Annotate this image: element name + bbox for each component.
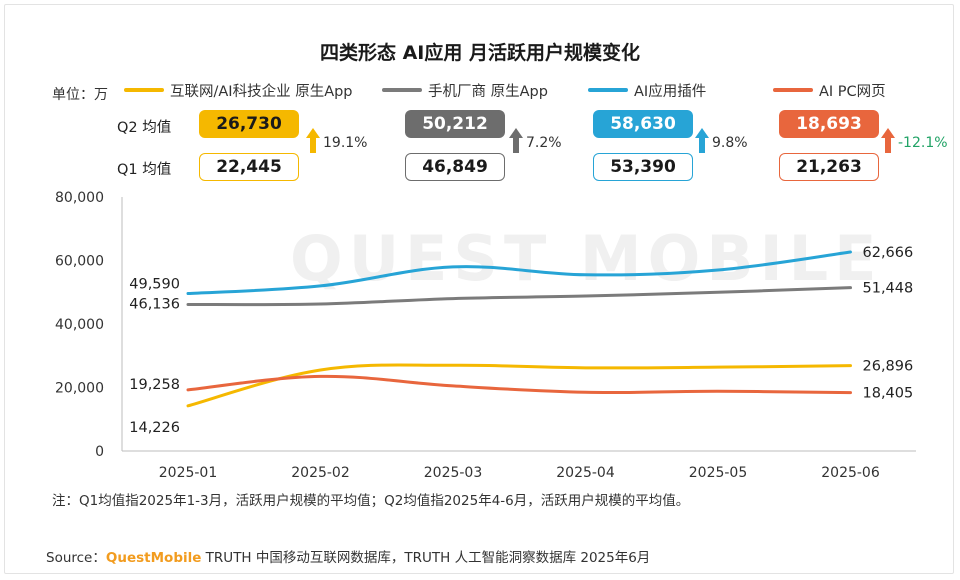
y-tick-label: 60,000: [55, 254, 104, 270]
q1-box-pc-web: 21,263: [779, 153, 879, 181]
row-label-q1: Q1 均值: [117, 162, 172, 178]
change-pc-web: -12.1%: [898, 135, 948, 151]
x-tick-label: 2025-01: [159, 465, 218, 481]
legend-item-pc-web: AI PC网页: [773, 80, 886, 100]
series-start-label: 19,258: [129, 377, 180, 393]
q2-box-pc-web: 18,693: [779, 110, 879, 138]
legend-item-plugin: AI应用插件: [588, 80, 706, 100]
up-arrow-icon: [306, 128, 320, 153]
series-line: [186, 286, 852, 307]
watermark: QUEST MOBILE: [290, 222, 883, 295]
series-end-label: 51,448: [863, 281, 914, 297]
legend-label: 手机厂商 原生App: [428, 83, 548, 100]
series-end-label: 62,666: [863, 245, 914, 261]
x-tick-label: 2025-04: [556, 465, 615, 481]
series-line: [186, 363, 852, 408]
footnote: 注：Q1均值指2025年1-3月，活跃用户规模的平均值；Q2均值指2025年4-…: [52, 493, 690, 509]
series-start-label: 46,136: [129, 297, 180, 313]
series-start-label: 14,226: [129, 420, 180, 436]
up-arrow-icon: [881, 128, 895, 153]
legend-swatch-red: [773, 88, 813, 92]
y-tick-label: 0: [95, 444, 104, 460]
legend-swatch-gray: [382, 88, 422, 92]
y-tick-label: 40,000: [55, 317, 104, 333]
legend-label: 互联网/AI科技企业 原生App: [170, 83, 353, 100]
legend-swatch-yellow: [124, 88, 164, 92]
change-plugin: 9.8%: [712, 135, 748, 151]
series-start-label: 49,590: [129, 277, 180, 293]
series-line: [186, 374, 852, 395]
x-tick-label: 2025-02: [291, 465, 350, 481]
x-tick-label: 2025-03: [424, 465, 483, 481]
legend-label: AI应用插件: [634, 83, 707, 100]
legend-swatch-blue: [588, 88, 628, 92]
legend-label: AI PC网页: [819, 83, 886, 100]
unit-label: 单位：万: [52, 87, 108, 103]
change-internet-app: 19.1%: [323, 135, 368, 151]
q1-box-plugin: 53,390: [593, 153, 693, 181]
row-label-q2: Q2 均值: [117, 120, 172, 136]
legend-item-internet-app: 互联网/AI科技企业 原生App: [124, 80, 353, 100]
y-tick-label: 80,000: [55, 190, 104, 206]
q2-box-phone-app: 50,212: [405, 110, 505, 138]
change-phone-app: 7.2%: [526, 135, 562, 151]
q2-box-internet-app: 26,730: [199, 110, 299, 138]
q2-box-plugin: 58,630: [593, 110, 693, 138]
x-tick-label: 2025-05: [689, 465, 748, 481]
chart-frame: [4, 4, 954, 574]
source-prefix: Source：: [46, 550, 106, 566]
series-end-label: 18,405: [863, 386, 914, 402]
source-text: TRUTH 中国移动互联网数据库，TRUTH 人工智能洞察数据库 2025年6月: [201, 550, 651, 566]
q1-box-phone-app: 46,849: [405, 153, 505, 181]
up-arrow-icon: [509, 128, 523, 153]
series-line: [186, 250, 852, 296]
source-line: Source：QuestMobile TRUTH 中国移动互联网数据库，TRUT…: [46, 546, 650, 566]
legend-item-phone-app: 手机厂商 原生App: [382, 80, 548, 100]
chart-title: 四类形态 AI应用 月活跃用户规模变化: [319, 42, 640, 64]
x-tick-label: 2025-06: [821, 465, 880, 481]
source-brand: QuestMobile: [105, 550, 202, 566]
up-arrow-icon: [695, 128, 709, 153]
series-end-label: 26,896: [863, 359, 914, 375]
q1-box-internet-app: 22,445: [199, 153, 299, 181]
y-tick-label: 20,000: [55, 381, 104, 397]
